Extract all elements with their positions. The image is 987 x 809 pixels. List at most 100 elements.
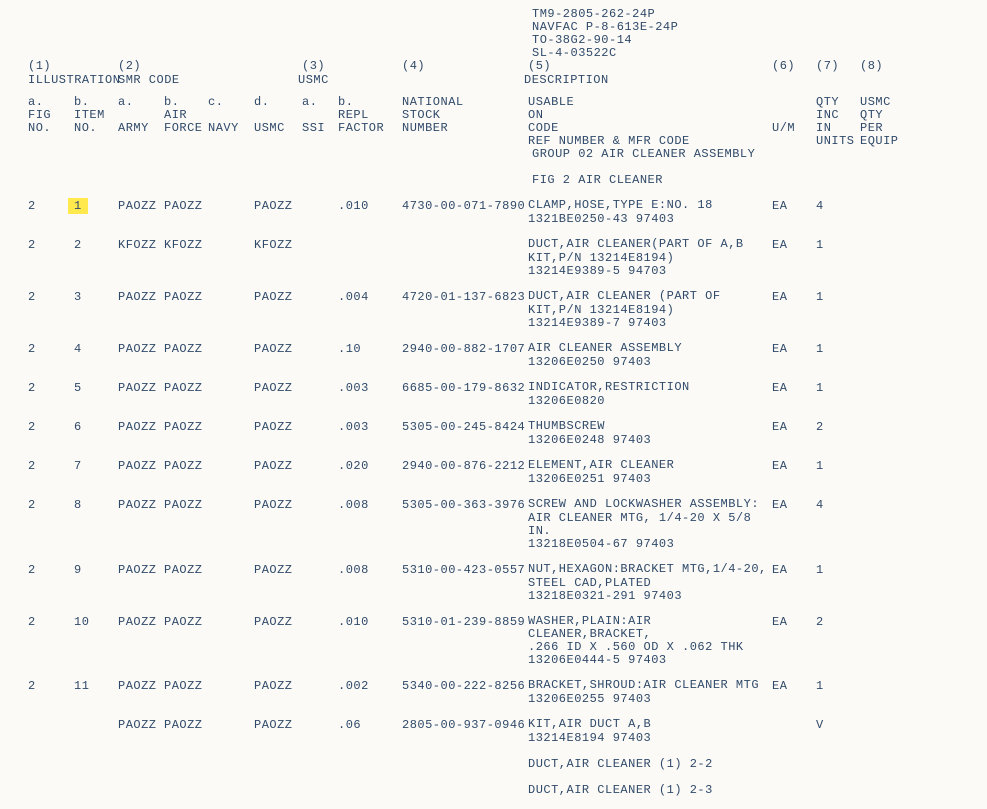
cell-navy: [208, 342, 254, 356]
cell-air: PAOZZ: [164, 498, 208, 512]
cell-navy: [208, 615, 254, 641]
cell-usmc: PAOZZ: [254, 420, 302, 434]
cell-item: 5: [74, 381, 118, 395]
cell-desc: KIT,AIR DUCT A,B: [528, 718, 772, 732]
cell-nsn: 2940-00-882-1707: [402, 342, 528, 356]
cell-air: PAOZZ: [164, 563, 208, 577]
cell-desc: CLAMP,HOSE,TYPE E:NO. 18: [528, 199, 772, 213]
hdr-description: DESCRIPTION: [524, 73, 768, 87]
cell-usmc: PAOZZ: [254, 615, 302, 641]
cell-nsn: 5305-00-363-3976: [402, 498, 528, 512]
cell-qty: 1: [816, 290, 860, 304]
col-num-4: (4): [402, 59, 528, 73]
cell-desc-cont: 13206E0255 97403: [528, 693, 772, 706]
cell-desc-cont: 13214E8194 97403: [528, 732, 772, 745]
cell-army: PAOZZ: [118, 381, 164, 395]
cell-um: EA: [772, 342, 816, 356]
cell-um: EA: [772, 199, 816, 213]
cell-nsn: 5310-00-423-0557: [402, 563, 528, 577]
cell-desc-cont: 13206E0248 97403: [528, 434, 772, 447]
col-num-3: (3): [302, 59, 338, 73]
cell-desc: ELEMENT,AIR CLEANER: [528, 459, 772, 473]
cell-navy: [208, 679, 254, 693]
cell-usmc: PAOZZ: [254, 718, 302, 732]
cell-item: 11: [74, 679, 118, 693]
cell-qty: 1: [816, 342, 860, 356]
sub-no2: NO.: [74, 122, 118, 148]
cell-desc: THUMBSCREW: [528, 420, 772, 434]
cell-fig: 2: [28, 238, 74, 252]
cell-qty: V: [816, 718, 860, 732]
cell-fig: 2: [28, 381, 74, 395]
cell-item: 6: [74, 420, 118, 434]
sub-a2: a.: [118, 96, 164, 109]
cell-qty: 1: [816, 679, 860, 693]
cell-army: KFOZZ: [118, 238, 164, 252]
cell-air: PAOZZ: [164, 290, 208, 304]
cell-um: [772, 718, 816, 732]
cell-desc-cont: 13206E0251 97403: [528, 473, 772, 486]
table-row: 24PAOZZPAOZZPAOZZ.102940-00-882-1707AIR …: [28, 342, 968, 369]
cell-air: PAOZZ: [164, 679, 208, 693]
sub-um: U/M: [772, 122, 816, 148]
cell-desc-cont: DUCT,AIR CLEANER (1) 2-3: [528, 784, 772, 797]
hdr-usmc: USMC: [298, 73, 334, 87]
cell-navy: [208, 199, 254, 213]
cell-qty: 1: [816, 238, 860, 252]
cell-fig: 2: [28, 615, 74, 641]
cell-usmc: KFOZZ: [254, 238, 302, 252]
cell-air: KFOZZ: [164, 238, 208, 252]
cell-desc: SCREW AND LOCKWASHER ASSEMBLY:: [528, 498, 772, 512]
cell-repl: .003: [338, 420, 402, 434]
cell-qty: 1: [816, 459, 860, 473]
col-num-2: (2): [118, 59, 164, 73]
sub-a3: a.: [302, 96, 338, 109]
cell-desc-cont: 13214E9389-5 94703: [528, 265, 772, 278]
cell-desc-cont: AIR CLEANER MTG, 1/4-20 X 5/8 IN.: [528, 512, 772, 538]
cell-repl: .06: [338, 718, 402, 732]
table-row: 23PAOZZPAOZZPAOZZ.0044720-01-137-6823DUC…: [28, 290, 968, 330]
cell-qty: 4: [816, 199, 860, 213]
cell-nsn: 2940-00-876-2212: [402, 459, 528, 473]
cell-desc-cont: 13218E0504-67 97403: [528, 538, 772, 551]
cell-nsn: 2805-00-937-0946: [402, 718, 528, 732]
cell-repl: .003: [338, 381, 402, 395]
cell-item: 3: [74, 290, 118, 304]
cell-um: EA: [772, 290, 816, 304]
cell-fig: 2: [28, 420, 74, 434]
table-row: PAOZZPAOZZPAOZZ.062805-00-937-0946KIT,AI…: [28, 718, 968, 797]
cell-desc: NUT,HEXAGON:BRACKET MTG,1/4-20,: [528, 563, 772, 577]
col-num-5: (5): [528, 59, 772, 73]
cell-nsn: 4720-01-137-6823: [402, 290, 528, 304]
cell-desc: DUCT,AIR CLEANER(PART OF A,B: [528, 238, 772, 252]
cell-desc-cont: 13206E0444-5 97403: [528, 654, 772, 667]
cell-army: PAOZZ: [118, 563, 164, 577]
cell-navy: [208, 290, 254, 304]
cell-air: PAOZZ: [164, 459, 208, 473]
cell-repl: [338, 238, 402, 252]
cell-nsn: [402, 238, 528, 252]
cell-item: 8: [74, 498, 118, 512]
column-header-block: (1) (2) (3) (4) (5) (6) (7) (8) ILLUSTRA…: [28, 59, 968, 148]
sub-army: ARMY: [118, 122, 164, 148]
cell-desc: WASHER,PLAIN:AIR CLEANER,BRACKET,: [528, 615, 772, 641]
cell-navy: [208, 718, 254, 732]
cell-air: PAOZZ: [164, 381, 208, 395]
cell-item: [74, 718, 118, 732]
sub-no1: NO.: [28, 122, 74, 148]
cell-repl: .10: [338, 342, 402, 356]
cell-item: 10: [74, 615, 118, 641]
table-row: 22KFOZZKFOZZKFOZZDUCT,AIR CLEANER(PART O…: [28, 238, 968, 278]
cell-qty: 4: [816, 498, 860, 512]
hdr-smr: SMR CODE: [118, 73, 298, 87]
cell-nsn: 5310-01-239-8859: [402, 615, 528, 641]
hdr-illustration: ILLUSTRATION: [28, 73, 118, 87]
sub-factor: FACTOR: [338, 122, 402, 148]
cell-fig: 2: [28, 679, 74, 693]
cell-usmc: PAOZZ: [254, 459, 302, 473]
cell-item: 7: [74, 459, 118, 473]
cell-nsn: 5340-00-222-8256: [402, 679, 528, 693]
cell-fig: 2: [28, 342, 74, 356]
sub-ssi: SSI: [302, 122, 338, 148]
cell-item: 4: [74, 342, 118, 356]
